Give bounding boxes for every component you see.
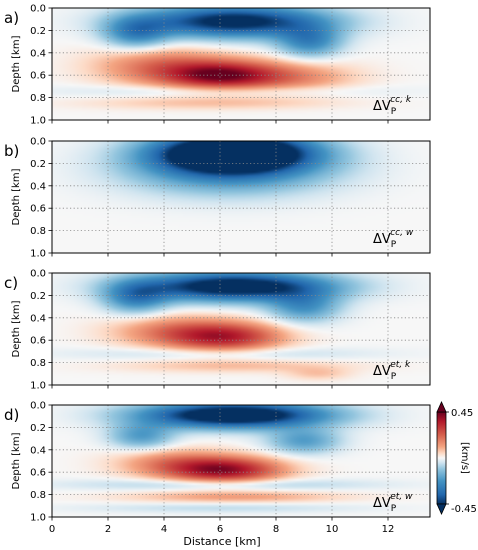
- panel-4: 0.0 0.2 0.4 0.6 0.8 1.00 2 4 6 8 10 12 Depth [km] d) Δ…: [4, 401, 431, 535]
- y-tick-label: 0.2: [30, 26, 46, 37]
- y-tick-label: 0.6: [30, 336, 46, 347]
- y-tick-label: 1.0: [30, 249, 46, 260]
- axes-frame: [51, 272, 431, 386]
- x-tick-label: 4: [161, 524, 167, 535]
- heatmap-image: [52, 405, 430, 517]
- axes-frame: [51, 140, 431, 254]
- x-tick-label: 8: [273, 524, 279, 535]
- y-tick-label: 0.2: [30, 291, 46, 302]
- y-axis-label: Depth [km]: [11, 300, 22, 357]
- heatmap-image: [52, 141, 430, 253]
- y-tick-label: 0.4: [30, 313, 46, 324]
- y-tick-label: 0.8: [30, 490, 46, 501]
- x-tick-label: 6: [217, 524, 223, 535]
- y-tick-label: 0.6: [30, 71, 46, 82]
- y-tick-label: 1.0: [30, 116, 46, 127]
- panel-2: 0.0 0.2 0.4 0.6 0.8 1.0 Depth [km] b) ΔVPcc, w: [4, 137, 431, 260]
- y-tick-label: 0.8: [30, 93, 46, 104]
- colorbar-extend-bottom: [436, 503, 447, 515]
- x-tick-label: 0: [49, 524, 55, 535]
- x-tick-label: 2: [105, 524, 111, 535]
- panel-3: 0.0 0.2 0.4 0.6 0.8 1.0 Depth [km] c) ΔVPet, k: [4, 269, 431, 392]
- y-tick-label: 0.6: [30, 468, 46, 479]
- colorbar-gradient: [436, 411, 447, 505]
- panel-letter: d): [4, 406, 19, 424]
- y-tick-label: 1.0: [30, 513, 46, 524]
- colorbar-extend-top: [436, 401, 447, 413]
- panel-letter: a): [4, 9, 19, 27]
- y-tick-label: 0.0: [30, 401, 46, 412]
- y-tick-label: 1.0: [30, 381, 46, 392]
- y-tick-label: 0.0: [30, 269, 46, 280]
- panel-letter: c): [4, 274, 18, 292]
- y-axis-label: Depth [km]: [11, 432, 22, 489]
- panel-velocity-label: ΔVPet, w: [373, 492, 413, 514]
- y-tick-label: 0.4: [30, 48, 46, 59]
- colorbar: 0.45 -0.45 [km/s]: [436, 401, 477, 515]
- y-tick-label: 0.4: [30, 445, 46, 456]
- y-tick-label: 0.8: [30, 358, 46, 369]
- y-tick-label: 0.0: [30, 137, 46, 148]
- x-axis-label: Distance [km]: [183, 535, 260, 548]
- y-tick-label: 0.2: [30, 159, 46, 170]
- axes-frame: [51, 404, 431, 518]
- colorbar-unit-label: [km/s]: [459, 442, 470, 474]
- axes-frame: [51, 7, 431, 121]
- y-axis-label: Depth [km]: [11, 35, 22, 92]
- y-tick-label: 0.8: [30, 226, 46, 237]
- x-tick-label: 12: [382, 524, 395, 535]
- x-tick-label: 10: [326, 524, 339, 535]
- colorbar-max-label: 0.45: [451, 408, 473, 419]
- y-tick-label: 0.4: [30, 181, 46, 192]
- y-tick-label: 0.0: [30, 4, 46, 15]
- panel-velocity-label: ΔVPet, k: [373, 360, 411, 382]
- y-tick-label: 0.6: [30, 204, 46, 215]
- panel-1: 0.0 0.2 0.4 0.6 0.8 1.0 Depth [km] a) ΔVPcc, k: [4, 4, 431, 127]
- y-axis-label: Depth [km]: [11, 168, 22, 225]
- panel-velocity-label: ΔVPcc, w: [373, 228, 414, 250]
- heatmap-image: [52, 273, 430, 385]
- y-tick-label: 0.2: [30, 423, 46, 434]
- panel-letter: b): [4, 142, 19, 160]
- colorbar-min-label: -0.45: [451, 504, 477, 515]
- panel-velocity-label: ΔVPcc, k: [373, 95, 412, 117]
- heatmap-image: [52, 8, 430, 120]
